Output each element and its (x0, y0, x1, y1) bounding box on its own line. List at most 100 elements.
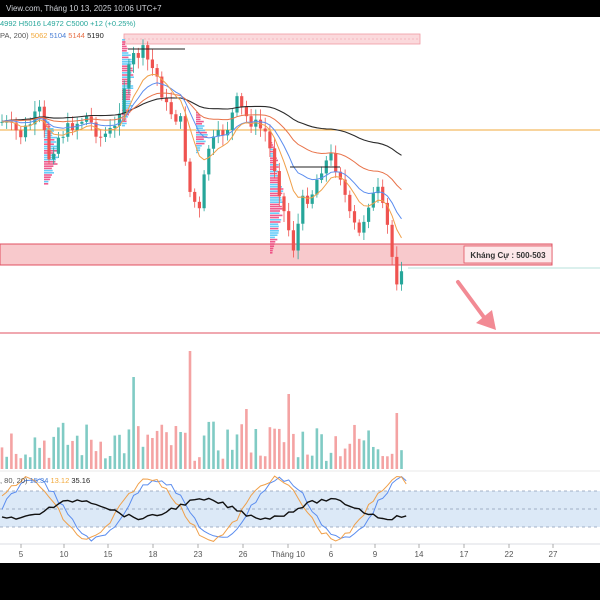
ma-legend: PA, 200) 5062 5104 5144 5190 (0, 31, 104, 40)
volume-bar (141, 446, 145, 469)
volume-profile-bar (196, 118, 201, 121)
volume-profile-bar (270, 208, 283, 210)
volume-profile-bar (196, 123, 203, 125)
volume-profile-bar (270, 214, 283, 217)
volume-bar (339, 456, 342, 469)
volume-profile-bar (270, 192, 283, 195)
volume-bar (66, 444, 70, 469)
volume-bar (188, 351, 192, 469)
volume-bar (90, 439, 93, 469)
volume-profile-bar (270, 177, 281, 179)
volume-profile-bar (270, 205, 282, 208)
candle-body (367, 207, 371, 222)
volume-profile-bar (44, 180, 49, 183)
candle-body (376, 186, 380, 194)
volume-profile-bar (196, 138, 204, 140)
candle-body (221, 130, 225, 136)
ma-legend-label: PA, 200) (0, 31, 29, 40)
volume-profile-bar (122, 52, 129, 54)
volume-profile-bar (122, 83, 131, 85)
x-axis-label: 5 (19, 550, 24, 559)
volume-profile-bar (270, 144, 274, 146)
volume-profile-bar (122, 47, 128, 50)
volume-profile-bar (270, 227, 279, 230)
candles (0, 39, 404, 291)
volume-bar (174, 426, 178, 469)
candle-body (52, 153, 56, 160)
volume-profile-bar (270, 225, 279, 228)
volume-profile-bar (122, 98, 130, 100)
volume-profile-bar (270, 155, 276, 157)
candle-body (385, 202, 389, 225)
volume-bar (334, 436, 337, 469)
volume-bar (184, 432, 187, 469)
candle-body (395, 256, 399, 285)
volume-profile-bar (270, 150, 276, 153)
volume-bar (132, 377, 135, 469)
volume-bar (104, 458, 107, 469)
volume-bar (320, 434, 323, 469)
volume-profile-bar (122, 58, 132, 61)
x-axis-label: 10 (60, 550, 69, 559)
ma-value-1: 5062 (30, 31, 48, 40)
volume-bar (386, 456, 389, 469)
candle-body (362, 221, 366, 233)
volume-bar (315, 428, 319, 469)
candle-body (117, 113, 122, 126)
ohlc-change: +12 (+0.25%) (90, 19, 136, 28)
volume-profile-bar (122, 91, 131, 94)
volume-bar (310, 455, 314, 469)
candle-body (352, 211, 357, 223)
volume-bar (306, 454, 309, 469)
volume-bar (292, 433, 295, 469)
volume-profile-bar (270, 203, 280, 206)
candle-body (320, 173, 324, 180)
volume-bar (212, 421, 215, 469)
volume-profile-bar (122, 45, 127, 48)
volume-bar (273, 428, 276, 469)
chart-area[interactable]: 4992 H5016 L4972 C5000 +12 (+0.25%) PA, … (0, 17, 600, 563)
candle-body (244, 106, 248, 117)
candle-body (338, 171, 342, 180)
volume-bar (325, 460, 328, 469)
candle-body (132, 53, 136, 65)
candle-body (240, 96, 244, 107)
volume-bar (381, 456, 384, 469)
volume-bar (259, 455, 262, 469)
volume-profile-bar (44, 183, 49, 185)
candle-body (66, 123, 70, 137)
volume-bar (52, 436, 55, 469)
volume-bars (0, 351, 403, 469)
volume-profile-bar (122, 122, 127, 125)
ohlc-close: C5000 (65, 19, 89, 28)
volume-profile-bar (270, 219, 282, 221)
candle-body (141, 45, 145, 58)
volume-profile-bar (122, 120, 127, 122)
volume-profile-bar (270, 232, 279, 234)
stoch-line (1, 497, 407, 521)
volume-profile-bar (122, 94, 131, 96)
volume-bar (221, 458, 225, 469)
volume-profile-bar (270, 221, 281, 223)
chart-title: View.com, Tháng 10 13, 2025 10:06 UTC+7 (6, 4, 162, 13)
candle-body (282, 196, 286, 212)
candle-body (127, 64, 131, 89)
candle-body (315, 179, 319, 195)
volume-bar (47, 457, 51, 469)
stoch-legend: , 80, 20) 15.34 13.12 35.16 (0, 476, 90, 485)
volume-profile-bar (270, 241, 276, 243)
volume-bar (127, 429, 131, 469)
x-axis-label: Tháng 10 (271, 550, 305, 559)
candle-body (249, 116, 253, 127)
candle-body (155, 68, 159, 77)
volume-profile-bar (122, 89, 131, 92)
volume-bar (207, 421, 211, 469)
candle-body (108, 127, 112, 134)
volume-bar (137, 426, 140, 469)
volume-bar (33, 437, 37, 469)
chart-canvas[interactable]: 5 10 15 18 23 26 Tháng 10 6 9 14 17 22 27 Kháng Cự :… (0, 17, 600, 563)
x-axis-label: 22 (505, 550, 514, 559)
volume-profile-bar (270, 186, 282, 188)
ohlc-low: L4972 (42, 19, 64, 28)
candle-body (42, 106, 46, 131)
